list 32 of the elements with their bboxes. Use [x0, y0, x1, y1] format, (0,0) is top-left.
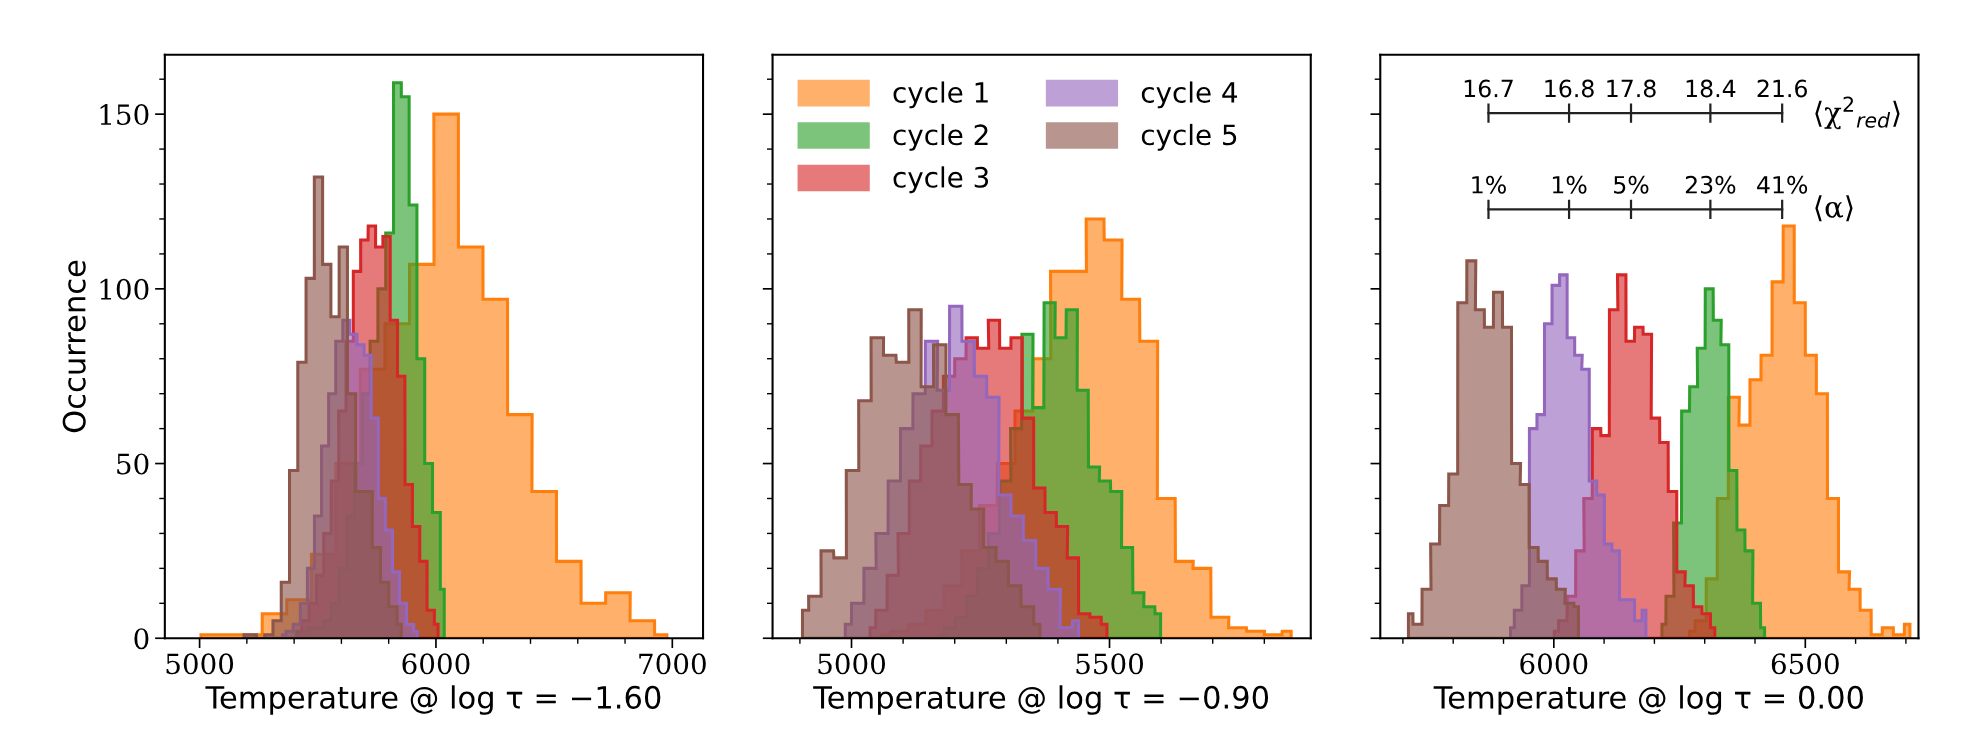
annotation: 1% — [1472, 175, 1506, 194]
annotation: 1% — [1552, 175, 1587, 194]
x-tick-label: 5000 — [818, 653, 886, 675]
legend-label: cycle 2 — [893, 123, 988, 151]
legend-label: cycle 1 — [893, 81, 988, 109]
annotation: 18.4 — [1686, 79, 1736, 98]
x-axis-title: Temperature @ log τ = 0.00 — [1433, 685, 1863, 715]
y-tick-label: 150 — [100, 104, 149, 126]
x-axis-title: Temperature @ log τ = −1.60 — [205, 685, 661, 715]
annotation: 23% — [1685, 175, 1736, 194]
x-tick-label: 5500 — [1076, 653, 1144, 675]
annotation: ⟨α⟩ — [1815, 195, 1853, 222]
annotation: ⟨χ$^{2}$$_{red}$⟩ — [1815, 96, 1900, 130]
y-tick-label: 100 — [100, 278, 149, 300]
x-tick-label: 6000 — [1520, 653, 1588, 675]
legend-label: cycle 5 — [1141, 123, 1237, 151]
annotation: 16.8 — [1545, 79, 1594, 98]
annotation: 17.8 — [1607, 79, 1656, 98]
annotation: 21.6 — [1757, 79, 1807, 98]
legend-label: cycle 4 — [1141, 81, 1238, 109]
x-axis-title: Temperature @ log τ = −0.90 — [813, 685, 1269, 715]
y-axis-title: Occurrence — [62, 260, 86, 433]
annotation: 41% — [1757, 175, 1808, 194]
x-tick-label: 7000 — [639, 653, 706, 675]
x-tick-label: 5000 — [166, 653, 234, 675]
annotation: 16.7 — [1464, 79, 1513, 98]
x-tick-label: 6500 — [1771, 653, 1839, 675]
x-tick-label: 6000 — [402, 653, 470, 675]
annotation: 5% — [1614, 175, 1649, 194]
y-tick-label: 50 — [117, 453, 149, 475]
legend-label: cycle 3 — [893, 166, 989, 194]
y-tick-label: 0 — [134, 628, 149, 650]
